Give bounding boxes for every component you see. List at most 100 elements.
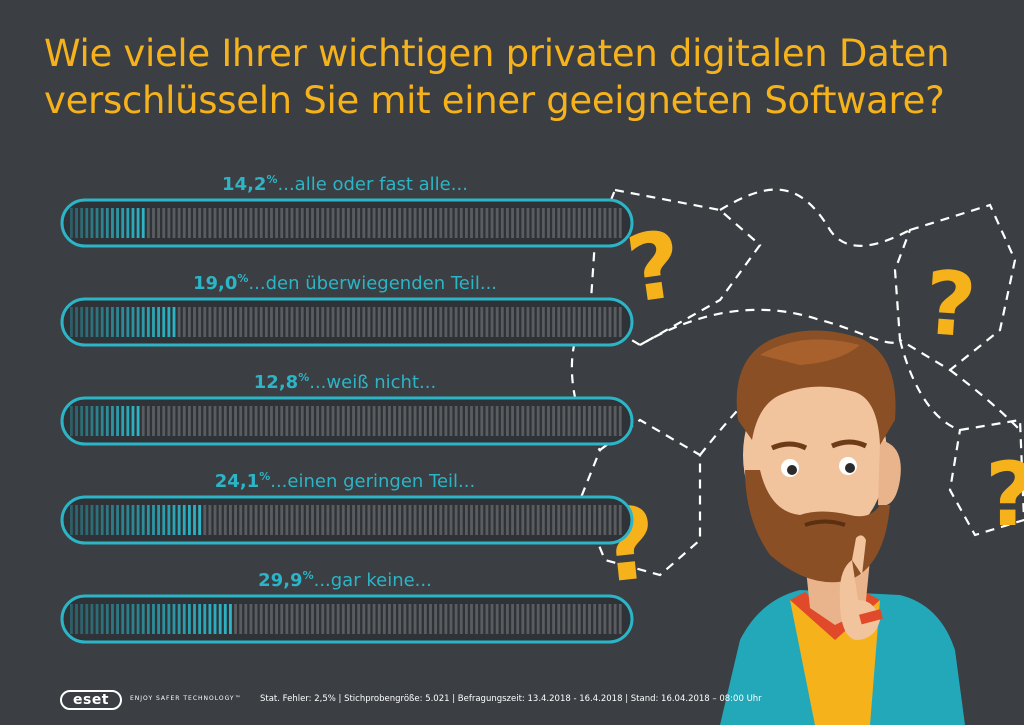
bar-empty-segment	[577, 307, 581, 337]
bar-empty-segment	[500, 307, 504, 337]
bar	[121, 604, 125, 634]
bar-empty-segment	[305, 406, 309, 436]
bar	[116, 505, 119, 535]
bar	[136, 604, 140, 634]
bar-empty-segment	[541, 505, 545, 535]
bar-empty-segment	[516, 307, 520, 337]
bar-empty-segment	[382, 604, 386, 634]
bar	[208, 604, 212, 634]
bar-empty-segment	[213, 208, 217, 238]
bar-empty-segment	[454, 505, 458, 535]
bar-empty-segment	[593, 208, 597, 238]
bar-empty-segment	[152, 406, 155, 436]
bar-empty-segment	[362, 505, 366, 535]
bar-empty-segment	[557, 406, 561, 436]
bar	[187, 604, 191, 634]
bar-empty-segment	[234, 406, 237, 436]
bar-empty-segment	[316, 505, 320, 535]
bar	[85, 208, 89, 238]
bar-empty-segment	[613, 307, 617, 337]
bar-empty-segment	[280, 604, 284, 634]
bar-empty-segment	[572, 604, 576, 634]
bar-empty-segment	[316, 604, 320, 634]
bar	[182, 505, 186, 535]
unit-label: %	[303, 569, 314, 582]
bar-empty-segment	[536, 208, 540, 238]
bar-empty-segment	[198, 406, 202, 436]
bar-empty-segment	[341, 604, 345, 634]
bar	[167, 604, 171, 634]
bar-empty-segment	[449, 406, 453, 436]
bar-empty-segment	[285, 406, 289, 436]
bar-empty-segment	[464, 307, 468, 337]
bar-empty-segment	[270, 406, 273, 436]
bar-empty-segment	[223, 208, 227, 238]
bar-empty-segment	[582, 307, 586, 337]
bar-empty-segment	[434, 307, 438, 337]
bar-empty-segment	[223, 307, 227, 337]
bar-empty-segment	[423, 208, 427, 238]
bar-empty-segment	[541, 604, 545, 634]
bar-empty-segment	[495, 505, 499, 535]
bar-empty-segment	[162, 406, 166, 436]
bar-empty-segment	[182, 307, 186, 337]
bar-empty-segment	[326, 505, 330, 535]
bar	[177, 604, 181, 634]
bar	[141, 604, 145, 634]
bar	[111, 208, 114, 238]
survey-stats: Stat. Fehler: 2,5% | Stichprobengröße: 5…	[260, 694, 762, 704]
bar-empty-segment	[316, 406, 320, 436]
bar-empty-segment	[475, 307, 479, 337]
bar-empty-segment	[388, 604, 391, 634]
bar-empty-segment	[454, 406, 458, 436]
bar-empty-segment	[439, 307, 443, 337]
bar	[80, 604, 84, 634]
bar-empty-segment	[393, 505, 396, 535]
bar-empty-segment	[146, 208, 150, 238]
bar	[141, 505, 145, 535]
bar-empty-segment	[418, 604, 422, 634]
bar-empty-segment	[398, 307, 402, 337]
bar	[90, 208, 94, 238]
bar-empty-segment	[223, 406, 227, 436]
bar-empty-segment	[234, 604, 237, 634]
bar-empty-segment	[567, 307, 571, 337]
bar-empty-segment	[413, 406, 417, 436]
bar-empty-segment	[382, 307, 386, 337]
bar-empty-segment	[413, 208, 417, 238]
bar-empty-segment	[203, 208, 207, 238]
bar-empty-segment	[429, 208, 432, 238]
bar-empty-segment	[593, 406, 597, 436]
bar-empty-segment	[531, 307, 535, 337]
bar	[95, 604, 99, 634]
bar-label: 14,2%...alle oder fast alle...	[222, 173, 468, 195]
bar-empty-segment	[326, 406, 330, 436]
bar	[116, 307, 119, 337]
bar-empty-segment	[588, 604, 591, 634]
bar-empty-segment	[249, 406, 253, 436]
bar	[75, 406, 78, 436]
bar	[152, 505, 155, 535]
bar	[105, 505, 109, 535]
bar-empty-segment	[382, 406, 386, 436]
bar-empty-segment	[470, 208, 473, 238]
bar-empty-segment	[500, 406, 504, 436]
bar	[100, 406, 104, 436]
bar-empty-segment	[577, 208, 581, 238]
bar-empty-segment	[259, 208, 263, 238]
question-mark-icon: ?	[985, 443, 1024, 546]
bar	[126, 505, 130, 535]
bar-empty-segment	[244, 505, 248, 535]
bar	[146, 604, 150, 634]
bar	[80, 307, 84, 337]
category-label: ...gar keine...	[314, 570, 432, 591]
bar-empty-segment	[449, 604, 453, 634]
bar	[198, 505, 202, 535]
bar-empty-segment	[572, 505, 576, 535]
bar-empty-segment	[213, 307, 217, 337]
bar-empty-segment	[377, 505, 381, 535]
bar-empty-segment	[557, 604, 561, 634]
bar-empty-segment	[239, 208, 243, 238]
bar-empty-segment	[367, 208, 371, 238]
bar-empty-segment	[290, 406, 294, 436]
